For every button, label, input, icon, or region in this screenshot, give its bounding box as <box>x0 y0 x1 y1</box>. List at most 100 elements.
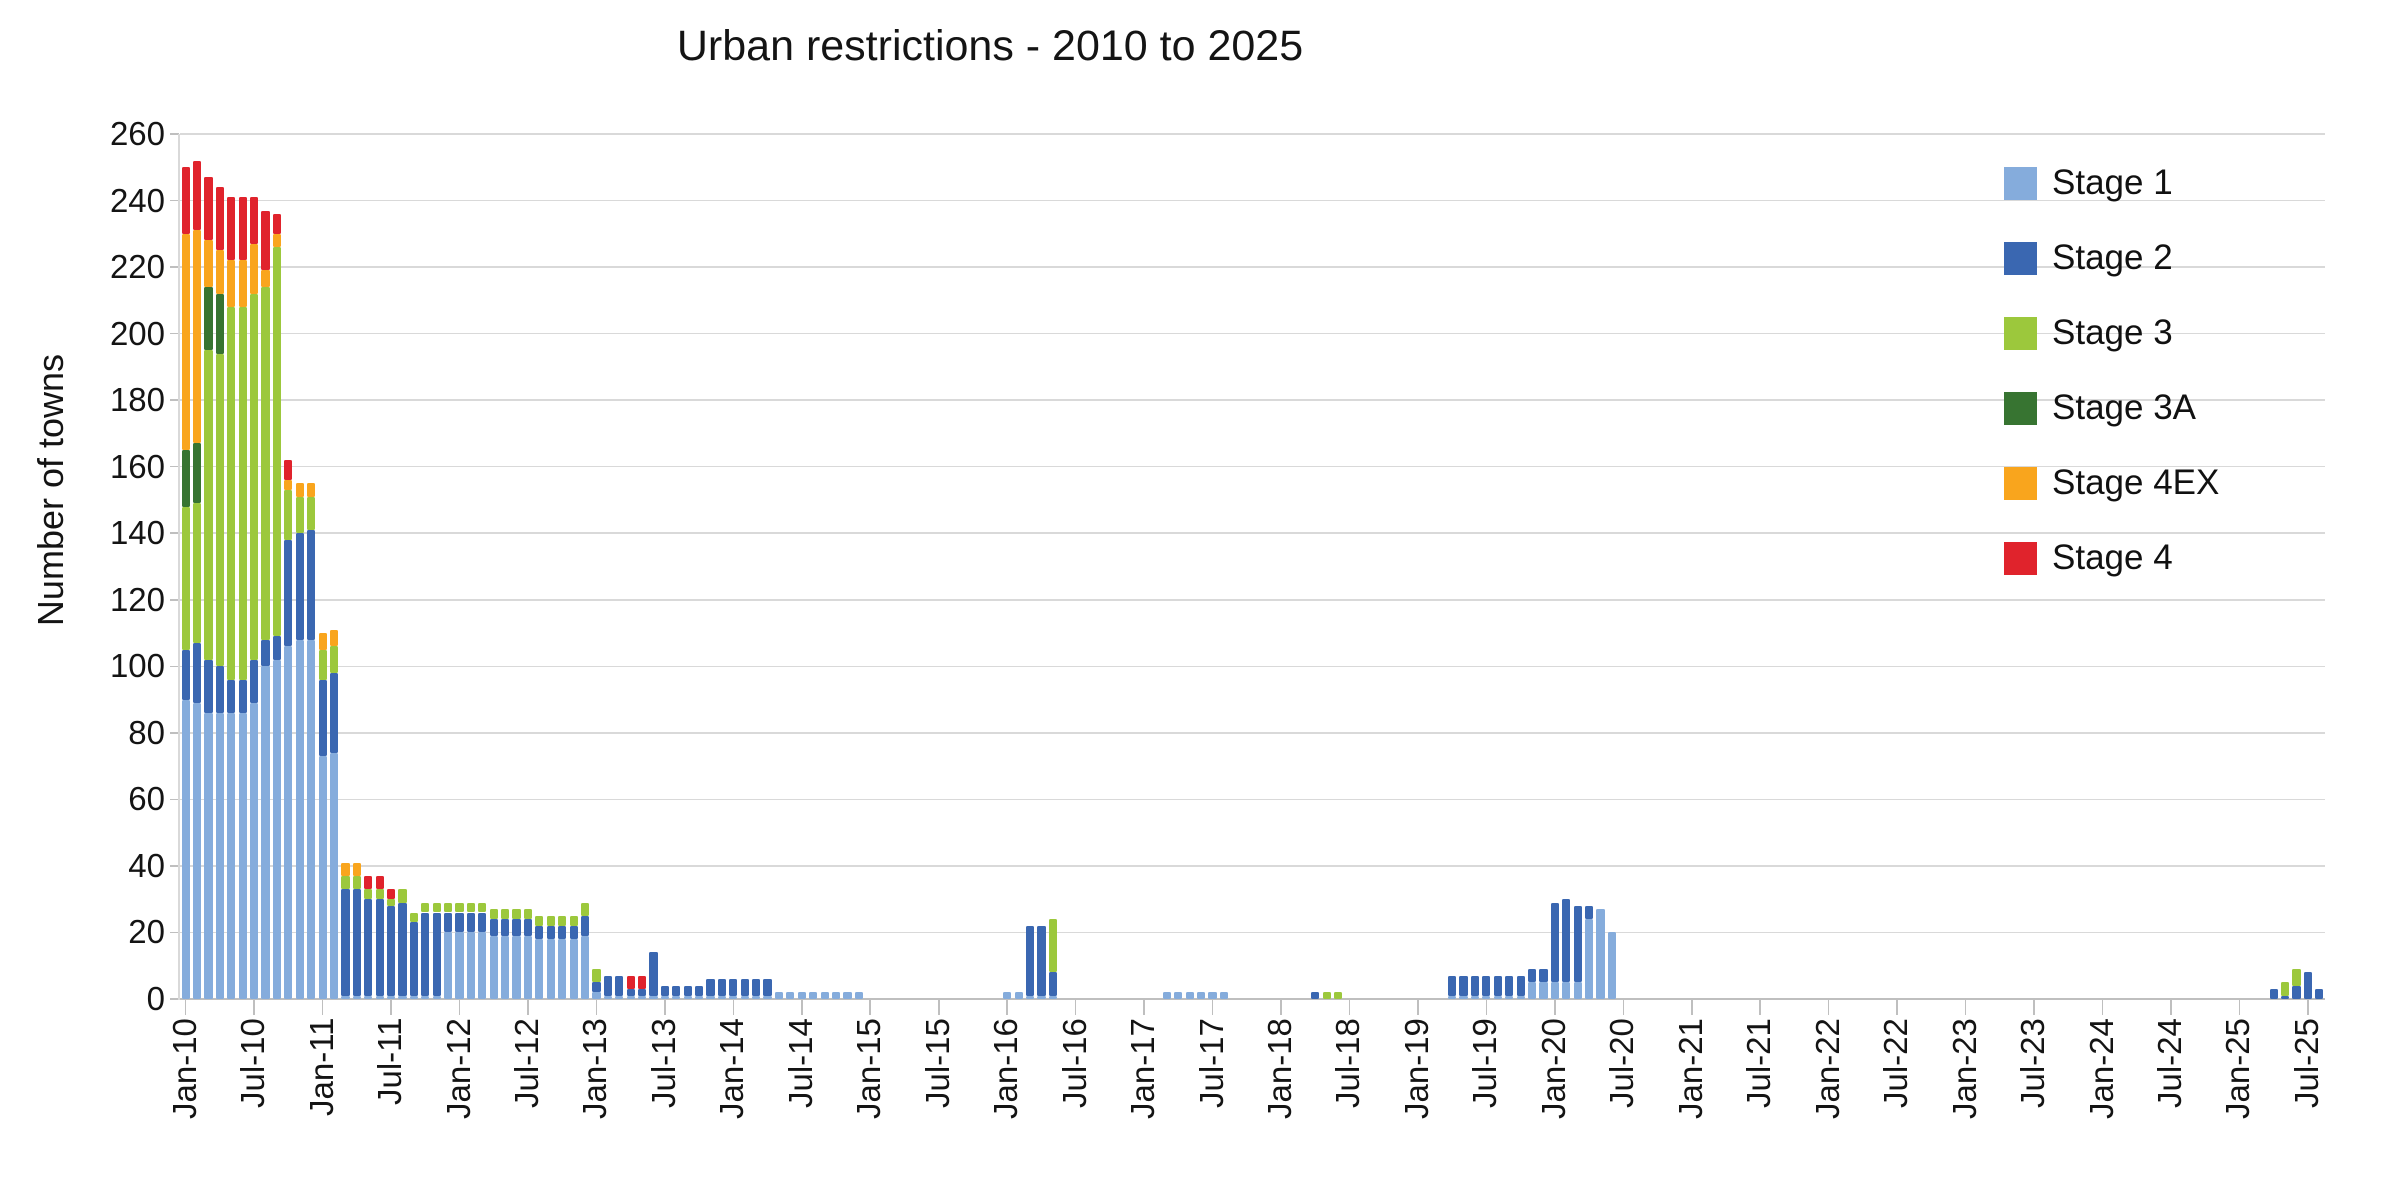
bar-segment-stage-2 <box>626 989 635 996</box>
bar-segment-stage-2 <box>501 919 510 936</box>
bar-segment-stage-4 <box>375 875 384 890</box>
bar-segment-stage-1 <box>752 995 761 999</box>
bar-segment-stage-1 <box>489 935 498 999</box>
gridline <box>180 199 2325 202</box>
bar-segment-stage-4ex <box>238 260 247 307</box>
legend-item-stage-3: Stage 3 <box>2004 313 2219 352</box>
bar-segment-stage-4ex <box>250 243 259 294</box>
bar-segment-stage-3 <box>329 646 339 673</box>
bar-segment-stage-1 <box>1596 909 1605 999</box>
y-tick-label: 60 <box>128 780 165 818</box>
bar-segment-stage-1 <box>1219 992 1229 999</box>
bar-segment-stage-2 <box>1562 899 1571 983</box>
bar-segment-stage-1 <box>455 932 464 999</box>
bar-segment-stage-1 <box>774 992 784 999</box>
bar-segment-stage-4ex <box>193 230 202 444</box>
chart-title: Urban restrictions - 2010 to 2025 <box>676 22 1304 70</box>
bar-segment-stage-2 <box>717 979 727 996</box>
x-axis-tick <box>1143 999 1145 1015</box>
legend-item-stage-1: Stage 1 <box>2004 163 2219 202</box>
x-axis-tick <box>390 999 392 1015</box>
bar-segment-stage-3 <box>364 889 373 900</box>
x-tick-label: Jul-22 <box>1877 1018 1915 1108</box>
y-axis-tick <box>170 332 179 335</box>
bar-segment-stage-2 <box>215 666 225 713</box>
bar-segment-stage-3 <box>580 902 590 916</box>
bar-segment-stage-4ex <box>295 483 304 497</box>
bar-segment-stage-2 <box>272 636 282 660</box>
bar-segment-stage-2 <box>558 925 567 940</box>
bar-segment-stage-1 <box>318 756 327 999</box>
bar-segment-stage-1 <box>284 646 293 999</box>
gridline <box>180 998 2325 1000</box>
bar-segment-stage-2 <box>386 905 396 996</box>
bar-segment-stage-2 <box>1516 975 1525 996</box>
bar-segment-stage-2 <box>352 889 361 996</box>
bar-segment-stage-1 <box>421 995 430 999</box>
bar-segment-stage-4ex <box>352 862 361 876</box>
bar-segment-stage-4ex <box>307 483 316 497</box>
bar-segment-stage-2 <box>603 975 612 996</box>
gridline <box>180 266 2325 268</box>
x-axis-tick <box>1896 999 1898 1015</box>
bar-segment-stage-1 <box>444 932 453 999</box>
x-axis-tick <box>1485 999 1488 1015</box>
bar-segment-stage-1 <box>649 995 658 999</box>
bar-segment-stage-1 <box>672 995 681 999</box>
x-tick-label: Jan-11 <box>302 1018 340 1117</box>
bar-segment-stage-2 <box>318 679 327 757</box>
bar-segment-stage-1 <box>615 995 624 999</box>
x-axis-tick <box>1554 999 1556 1015</box>
bar-segment-stage-1 <box>215 712 225 999</box>
x-tick-label: Jan-23 <box>1945 1018 1983 1119</box>
bar-segment-stage-1 <box>1539 982 1548 999</box>
bar-segment-stage-3 <box>489 909 498 920</box>
bar-segment-stage-2 <box>478 912 487 933</box>
bar-segment-stage-1 <box>626 995 635 999</box>
bar-segment-stage-3 <box>535 915 544 926</box>
legend-label: Stage 4EX <box>2052 463 2220 502</box>
y-tick-label: 20 <box>128 913 165 951</box>
bar-segment-stage-1 <box>1048 995 1057 999</box>
gridline <box>180 399 2325 401</box>
bar-segment-stage-4 <box>250 197 259 244</box>
bar-segment-stage-2 <box>2315 989 2324 999</box>
bar-segment-stage-1 <box>546 939 555 999</box>
bar-segment-stage-3 <box>250 293 259 660</box>
bar-segment-stage-2 <box>193 643 202 703</box>
x-axis-tick <box>2033 999 2035 1015</box>
x-tick-label: Jul-19 <box>1466 1018 1504 1108</box>
bar-segment-stage-1 <box>1197 992 1206 999</box>
x-axis-tick <box>595 999 598 1015</box>
bar-segment-stage-3a <box>215 293 225 354</box>
bar-segment-stage-2 <box>2303 972 2312 999</box>
bar-segment-stage-1 <box>1550 982 1559 999</box>
bar-segment-stage-1 <box>1025 995 1035 999</box>
x-axis-tick <box>1690 999 1693 1015</box>
bar-segment-stage-2 <box>432 912 441 996</box>
bar-segment-stage-3 <box>307 496 316 530</box>
bar-segment-stage-1 <box>809 992 818 999</box>
legend-swatch-icon <box>2004 316 2037 350</box>
bar-segment-stage-2 <box>250 659 259 703</box>
bar-segment-stage-3 <box>398 889 407 903</box>
bar-segment-stage-3 <box>215 353 225 667</box>
bar-segment-stage-2 <box>1527 969 1537 983</box>
bar-segment-stage-2 <box>444 912 453 933</box>
bar-segment-stage-2 <box>729 979 738 996</box>
x-axis-tick <box>458 999 461 1015</box>
y-axis-tick <box>170 865 179 867</box>
bar-segment-stage-1 <box>1470 995 1480 999</box>
bar-segment-stage-1 <box>729 995 738 999</box>
y-axis-tick <box>170 266 179 268</box>
x-axis-tick <box>732 999 735 1015</box>
x-tick-label: Jul-21 <box>1740 1018 1778 1108</box>
bar-segment-stage-1 <box>797 992 806 999</box>
bar-segment-stage-1 <box>501 935 510 999</box>
bar-segment-stage-4 <box>637 975 647 989</box>
bar-segment-stage-2 <box>1311 992 1320 999</box>
x-tick-label: Jan-12 <box>439 1018 477 1119</box>
x-tick-label: Jul-24 <box>2150 1018 2188 1108</box>
y-axis-tick <box>170 798 179 801</box>
bar-segment-stage-3 <box>569 915 578 926</box>
